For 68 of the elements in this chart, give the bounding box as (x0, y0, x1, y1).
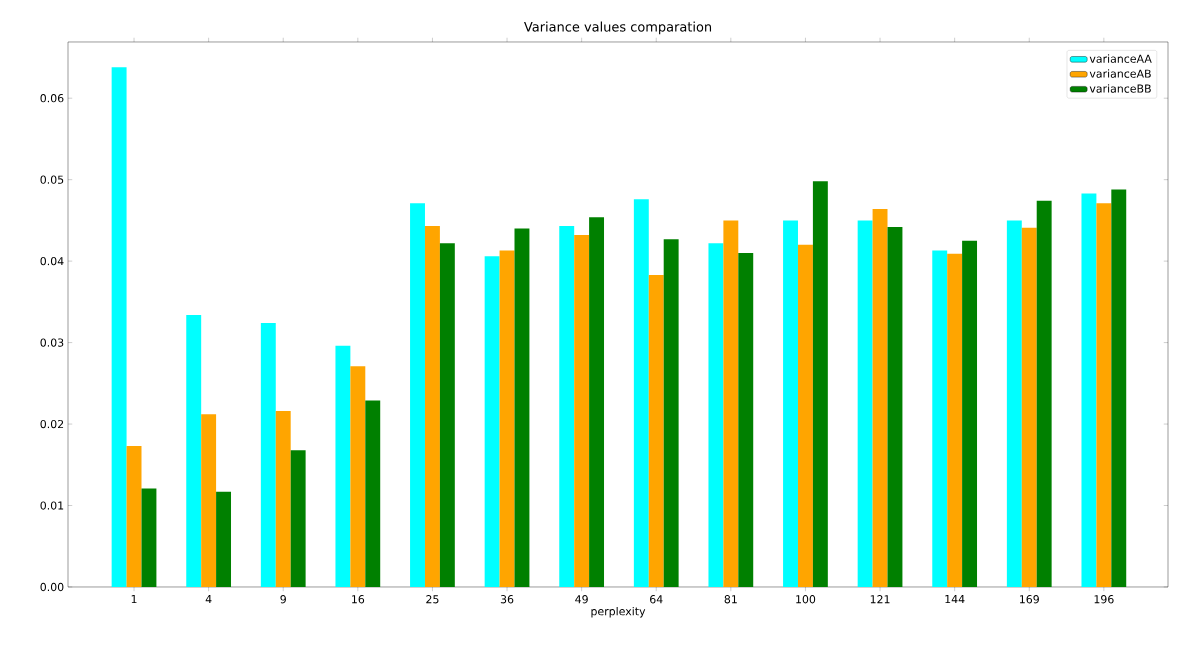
bar (216, 491, 232, 587)
bar (484, 256, 500, 587)
bar (111, 67, 127, 587)
legend-label: varianceAB (1089, 69, 1151, 78)
y-tick-label: 0.02 (40, 419, 64, 429)
x-tick-label: 4 (205, 595, 212, 604)
x-tick-label: 64 (650, 595, 663, 604)
bar (932, 250, 948, 587)
bar (812, 181, 828, 587)
y-tick-label: 0.01 (40, 501, 64, 510)
bar (499, 250, 515, 587)
y-tick-label: 0.04 (40, 256, 64, 266)
bar (663, 239, 679, 587)
x-tick-label: 121 (870, 595, 890, 604)
bar (260, 323, 276, 587)
bar (424, 226, 440, 587)
y-tick-label: 0.05 (40, 175, 64, 184)
bar (559, 226, 575, 587)
y-tick-label: 0.00 (40, 582, 64, 592)
bar (1111, 189, 1127, 587)
bar (410, 203, 425, 587)
bar (887, 226, 903, 587)
x-tick-label: 169 (1019, 595, 1039, 604)
bar (290, 450, 306, 587)
legend-label: varianceBB (1089, 84, 1151, 93)
x-tick-label: 25 (426, 595, 439, 604)
bar (439, 243, 455, 587)
bar (962, 240, 978, 587)
x-tick-label: 81 (724, 595, 737, 604)
bar (633, 199, 649, 587)
bar (947, 253, 963, 587)
x-axis-title: perplexity (591, 606, 646, 618)
y-tick-label: 0.06 (40, 94, 64, 103)
bar (589, 217, 605, 587)
bar (708, 243, 724, 587)
x-tick-label: 36 (500, 595, 514, 604)
chart-title: Variance values comparation (524, 21, 712, 35)
x-tick-label: 144 (945, 595, 965, 604)
bar (857, 220, 873, 587)
bar (1006, 220, 1022, 587)
bar (1096, 203, 1112, 587)
x-tick-label: 196 (1094, 595, 1114, 604)
bar (783, 220, 798, 587)
y-tick-label: 0.03 (40, 338, 64, 347)
bar (335, 345, 351, 587)
bar (126, 446, 142, 587)
bar (723, 220, 739, 587)
bar (1081, 193, 1097, 587)
bar (1021, 227, 1037, 587)
bar (574, 235, 590, 587)
x-tick-label: 16 (352, 595, 365, 604)
bar (186, 314, 202, 587)
bar (350, 366, 366, 587)
bar (738, 252, 754, 587)
bar (1036, 200, 1052, 587)
x-tick-label: 9 (280, 595, 286, 604)
bar (201, 414, 217, 587)
bar (275, 411, 291, 587)
bar (648, 274, 664, 587)
bar (141, 488, 157, 587)
x-tick-label: 100 (796, 595, 816, 604)
legend-label: varianceAA (1089, 54, 1152, 63)
bar (797, 244, 813, 587)
bar (365, 400, 381, 587)
x-tick-label: 1 (131, 595, 137, 604)
bar (514, 228, 530, 587)
bar (872, 208, 888, 587)
x-tick-label: 49 (575, 595, 588, 604)
